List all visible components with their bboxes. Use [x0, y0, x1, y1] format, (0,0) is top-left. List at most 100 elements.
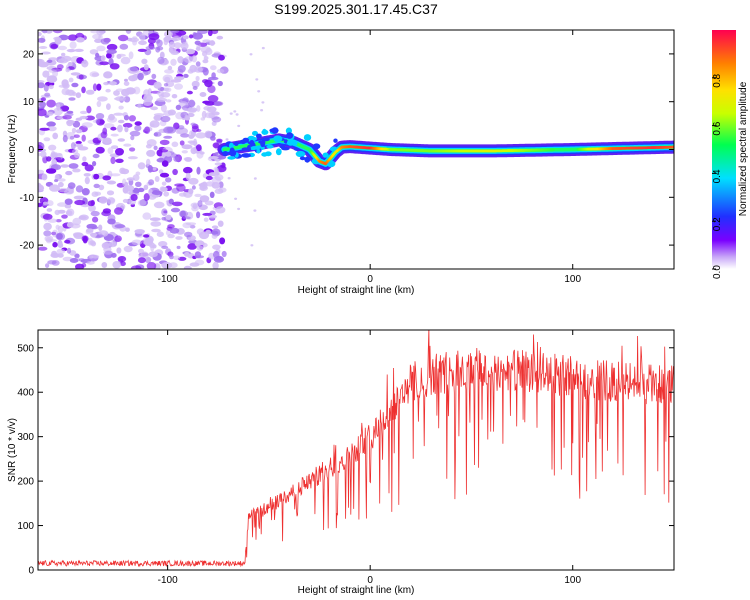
noise-speckle — [43, 222, 52, 231]
noise-speckle — [41, 51, 51, 55]
noise-speckle — [117, 119, 125, 124]
noise-region — [38, 30, 266, 269]
y-tick-label: 0 — [28, 566, 34, 577]
noise-speckle — [106, 52, 112, 59]
noise-speckle — [55, 219, 62, 223]
noise-speckle — [46, 75, 58, 83]
noise-speckle — [202, 100, 211, 104]
noise-speckle — [57, 242, 64, 248]
noise-speckle — [79, 110, 88, 115]
noise-speckle — [211, 30, 219, 35]
noise-speckle — [144, 126, 151, 134]
noise-speckle — [81, 60, 89, 68]
noise-speckle — [39, 127, 50, 131]
noise-speckle — [227, 177, 231, 180]
ridge-blob — [269, 128, 279, 133]
noise-speckle — [202, 59, 209, 64]
noise-speckle — [170, 207, 181, 213]
noise-speckle — [164, 87, 172, 93]
noise-speckle — [38, 246, 48, 251]
noise-speckle — [203, 217, 209, 222]
noise-speckle — [114, 224, 126, 229]
noise-speckle — [210, 65, 217, 71]
noise-speckle — [111, 145, 119, 150]
noise-speckle — [198, 231, 210, 240]
x-tick-label: 100 — [564, 274, 581, 285]
noise-speckle — [176, 245, 181, 250]
noise-speckle — [52, 241, 58, 248]
noise-speckle — [159, 172, 170, 178]
noise-speckle — [56, 103, 61, 111]
noise-speckle — [148, 251, 158, 258]
x-tick-label: 0 — [367, 274, 373, 285]
noise-speckle — [195, 144, 202, 152]
noise-speckle — [67, 34, 78, 41]
noise-speckle — [134, 121, 142, 126]
noise-speckle — [122, 178, 127, 187]
noise-speckle — [46, 121, 56, 127]
noise-speckle — [95, 52, 100, 58]
noise-speckle — [38, 202, 43, 208]
noise-speckle — [73, 134, 80, 138]
noise-speckle — [45, 168, 57, 174]
noise-speckle — [219, 237, 226, 245]
noise-speckle — [42, 213, 53, 220]
noise-speckle — [47, 126, 57, 132]
noise-speckle — [48, 84, 54, 90]
colorbar: 0.0 0.2 0.4 0.6 0.8 Normalized spectral ampl… — [712, 30, 749, 279]
noise-speckle — [249, 53, 253, 56]
noise-speckle — [103, 81, 109, 86]
ridge-blob — [229, 142, 234, 149]
noise-speckle — [46, 99, 56, 108]
noise-speckle — [173, 155, 180, 162]
ridge-blob — [222, 151, 229, 157]
noise-speckle — [160, 149, 169, 153]
noise-speckle — [135, 181, 142, 187]
noise-speckle — [102, 175, 111, 181]
noise-speckle — [117, 124, 123, 133]
noise-speckle — [110, 126, 117, 131]
noise-speckle — [90, 30, 102, 34]
noise-speckle — [150, 221, 162, 227]
noise-speckle — [64, 112, 74, 117]
noise-speckle — [195, 61, 201, 67]
noise-speckle — [115, 158, 124, 163]
noise-speckle — [102, 208, 111, 214]
noise-speckle — [130, 265, 142, 269]
colorbar-tick-label: 0.4 — [712, 169, 723, 183]
noise-speckle — [196, 245, 204, 251]
noise-speckle — [229, 112, 233, 115]
noise-speckle — [40, 97, 47, 102]
noise-speckle — [202, 67, 209, 76]
noise-speckle — [188, 34, 194, 39]
noise-speckle — [96, 100, 102, 108]
noise-speckle — [179, 140, 185, 146]
ridge-blob — [281, 147, 290, 151]
noise-speckle — [210, 135, 216, 141]
noise-speckle — [91, 254, 100, 259]
noise-speckle — [72, 91, 77, 96]
snr-series-line — [38, 330, 674, 568]
noise-speckle — [50, 43, 58, 49]
noise-speckle — [234, 197, 238, 200]
noise-speckle — [117, 256, 127, 262]
noise-speckle — [163, 83, 169, 87]
noise-speckle — [112, 261, 121, 269]
noise-speckle — [129, 147, 136, 152]
noise-speckle — [218, 54, 225, 61]
noise-speckle — [81, 235, 89, 242]
noise-speckle — [46, 208, 53, 212]
noise-speckle — [78, 214, 89, 221]
noise-speckle — [143, 64, 149, 71]
noise-speckle — [150, 106, 159, 111]
noise-speckle — [106, 116, 118, 123]
ridge-blob — [286, 132, 294, 139]
noise-speckle — [92, 33, 102, 40]
noise-speckle — [183, 56, 193, 63]
noise-speckle — [116, 53, 126, 57]
noise-speckle — [110, 156, 116, 165]
noise-speckle — [83, 173, 91, 177]
noise-speckle — [131, 239, 143, 246]
noise-speckle — [110, 133, 119, 137]
